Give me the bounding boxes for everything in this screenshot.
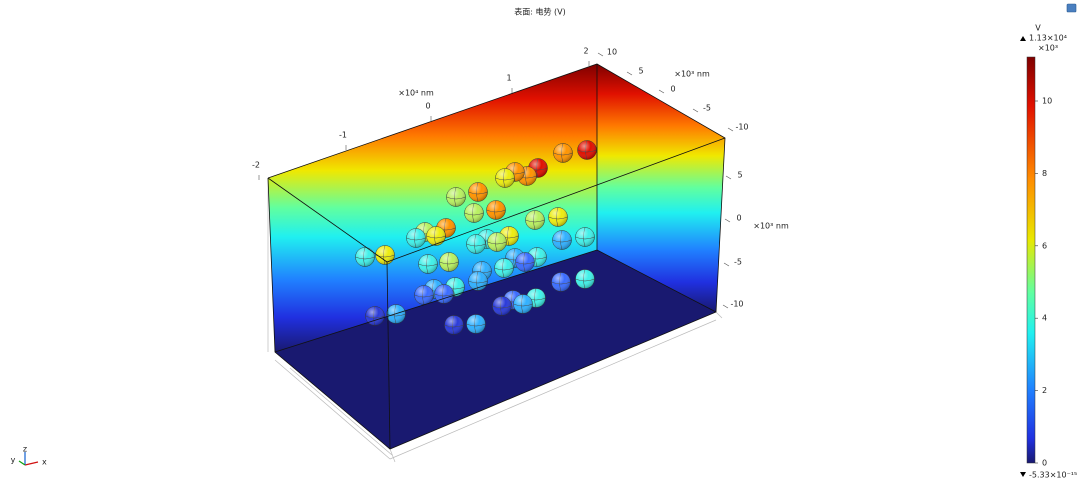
grid-line: [389, 448, 396, 463]
particles: [355, 140, 597, 335]
z-tick: [724, 218, 731, 223]
colorbar: [1026, 56, 1036, 464]
y-tick: [658, 89, 665, 94]
colorbar-max: 1.13×10⁴: [1029, 34, 1067, 43]
particle-shade: [439, 252, 459, 272]
triad-x: [24, 461, 39, 466]
edge: [267, 177, 388, 263]
y-tick-label: 0: [670, 85, 675, 94]
grid-line: [289, 367, 393, 456]
z-tick: [725, 175, 732, 180]
max-marker: [1020, 36, 1026, 41]
box-edges: [267, 63, 726, 450]
side-wall: [597, 64, 725, 312]
y-tick: [692, 108, 699, 113]
x-tick-label: -1: [339, 131, 347, 140]
y-tick: [727, 127, 734, 132]
particle-shade: [466, 314, 486, 334]
particle-shade: [525, 210, 545, 230]
x-tick-label: 0: [425, 102, 430, 111]
colorbar-tick-label: 0: [1042, 459, 1047, 468]
particle-shade: [446, 187, 466, 207]
x-tick-label: 1: [506, 74, 511, 83]
y-tick-label: -10: [735, 123, 748, 132]
triad-y-label: y: [11, 456, 16, 465]
particle-shade: [548, 207, 568, 227]
particle-shade: [466, 234, 486, 254]
z-tick-label: 0: [736, 214, 741, 223]
z-axis-unit: ×10³ nm: [753, 222, 789, 231]
particle-shade: [494, 258, 514, 278]
particle-shade: [495, 168, 515, 188]
particle-shade: [444, 315, 464, 335]
colorbar-scale: ×10³: [1038, 44, 1058, 53]
triad-x-label: x: [42, 458, 47, 467]
triad-z-label: z: [23, 445, 27, 454]
floor: [275, 250, 716, 449]
colorbar-tick-label: 2: [1042, 386, 1047, 395]
colorbar-tick-label: 6: [1042, 241, 1047, 250]
x-axis-unit: ×10⁴ nm: [398, 89, 434, 98]
edge: [274, 249, 598, 353]
axis-triad: z y x: [11, 445, 47, 467]
particle-shade: [492, 296, 512, 316]
min-marker: [1020, 472, 1026, 477]
edge: [386, 261, 391, 450]
colorbar-tick-label: 4: [1042, 314, 1047, 323]
grid-line: [389, 319, 717, 460]
particle-shade: [434, 284, 454, 304]
grid-line: [715, 311, 723, 319]
edge: [386, 137, 726, 263]
particle-shade: [464, 203, 484, 223]
toolbar-icon[interactable]: [1066, 3, 1077, 13]
particle-shade: [406, 228, 426, 248]
z-tick-label: -5: [734, 258, 742, 267]
y-tick-label: -5: [703, 104, 711, 113]
edge: [596, 249, 717, 313]
z-tick: [722, 304, 729, 309]
x-tick-label: -2: [252, 161, 260, 170]
colorbar-min: -5.33×10⁻¹⁵: [1029, 471, 1077, 480]
z-tick-label: 5: [737, 171, 742, 180]
particle-shade: [513, 294, 533, 314]
grid-line: [274, 359, 391, 460]
colorbar-unit: V: [1035, 24, 1041, 33]
triad-y: [18, 460, 26, 466]
particle-shade: [375, 245, 395, 265]
x-tick-label: 2: [583, 47, 588, 56]
y-tick: [626, 71, 633, 76]
y-tick-label: 5: [638, 67, 643, 76]
particle-shade: [552, 230, 572, 250]
particle-shade: [355, 247, 375, 267]
particle-shade: [414, 285, 434, 305]
particle-shade: [577, 140, 597, 160]
particle-shade: [418, 254, 438, 274]
particle-shade: [468, 182, 488, 202]
y-tick: [597, 52, 604, 57]
particle-shade: [487, 232, 507, 252]
particle-shade: [575, 227, 595, 247]
particle-shade: [365, 306, 385, 326]
back-wall: [268, 64, 597, 352]
plot-title: 表面: 电势 (V): [514, 7, 566, 17]
z-tick: [723, 262, 730, 267]
particle-shade: [468, 271, 488, 291]
particle-shade: [553, 143, 573, 163]
particle-shade: [515, 252, 535, 272]
particle-shade: [426, 226, 446, 246]
colorbar-tick-label: 8: [1042, 169, 1047, 178]
colorbar-tick-label: 10: [1042, 97, 1052, 106]
y-axis-unit: ×10³ nm: [674, 70, 710, 79]
particle-shade: [551, 272, 571, 292]
z-tick-label: -10: [730, 300, 743, 309]
particle-shade: [575, 269, 595, 289]
y-tick-label: 10: [607, 48, 617, 57]
particle-shade: [486, 200, 506, 220]
